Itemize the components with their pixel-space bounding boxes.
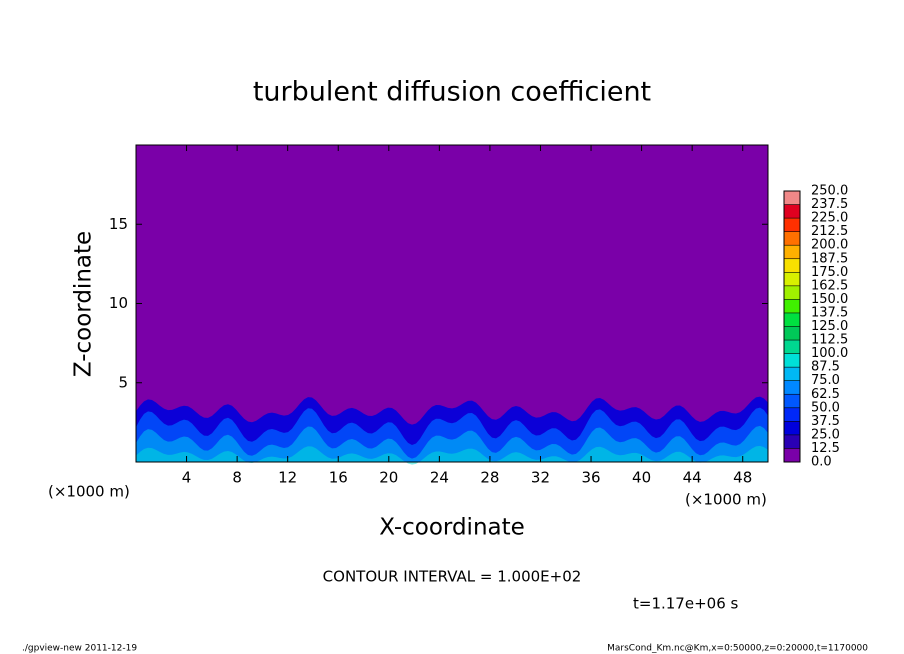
x-tick-label: 16 — [329, 469, 348, 487]
colorbar-band — [784, 245, 800, 259]
colorbar-band — [784, 218, 800, 232]
colorbar-band — [784, 312, 800, 327]
x-tick-label: 40 — [632, 469, 651, 487]
colorbar-label: 37.5 — [811, 414, 840, 429]
colorbar-label: 75.0 — [811, 373, 840, 388]
colorbar-band — [784, 367, 800, 381]
colorbar-band — [784, 421, 800, 435]
footer-right: MarsCond_Km.nc@Km,x=0:50000,z=0:20000,t=… — [607, 644, 868, 654]
annotation: CONTOUR INTERVAL = 1.000E+02 — [323, 568, 582, 586]
time-label: t=1.17e+06 s — [633, 595, 739, 613]
colorbar-label: 87.5 — [811, 360, 840, 375]
colorbar-band — [784, 272, 800, 286]
y-unit-label: (×1000 m) — [48, 483, 130, 501]
colorbar-band — [784, 326, 800, 341]
colorbar-label: 62.5 — [811, 387, 840, 402]
x-tick-label: 36 — [581, 469, 600, 487]
y-axis-label: Z-coordinate — [71, 231, 97, 377]
colorbar-label: 175.0 — [811, 265, 848, 280]
y-tick-label: 5 — [118, 373, 128, 391]
colorbar-label: 50.0 — [811, 400, 840, 415]
colorbar-band — [784, 448, 800, 462]
colorbar-band — [784, 353, 800, 368]
y-tick-label: 10 — [109, 294, 128, 312]
colorbar-label: 112.5 — [811, 333, 848, 348]
colorbar-label: 212.5 — [811, 224, 848, 239]
colorbar-band — [784, 258, 800, 273]
colorbar-label: 25.0 — [811, 427, 840, 442]
colorbar-label: 162.5 — [811, 278, 848, 293]
colorbar-band — [784, 204, 800, 219]
x-tick-label: 48 — [733, 469, 752, 487]
x-unit-label: (×1000 m) — [685, 491, 767, 509]
colorbar-band — [784, 340, 800, 354]
y-tick-label: 15 — [109, 215, 128, 233]
footer-left: ./gpview-new 2011-12-19 — [22, 644, 137, 654]
x-tick-label: 20 — [379, 469, 398, 487]
colorbar-band — [784, 231, 800, 246]
colorbar-label: 225.0 — [811, 211, 848, 226]
colorbar-label: 250.0 — [811, 184, 848, 199]
x-tick-label: 28 — [480, 469, 499, 487]
chart-title: turbulent diffusion coefficient — [253, 77, 651, 108]
x-tick-label: 32 — [531, 469, 550, 487]
colorbar-band — [784, 394, 800, 408]
x-tick-label: 44 — [683, 469, 702, 487]
colorbar-band — [784, 299, 800, 313]
x-tick-label: 24 — [430, 469, 449, 487]
colorbar-band — [784, 285, 800, 300]
x-tick-label: 12 — [278, 469, 297, 487]
colorbar-band — [784, 434, 800, 449]
x-tick-label: 4 — [182, 469, 192, 487]
colorbar-label: 125.0 — [811, 319, 848, 334]
colorbar-label: 100.0 — [811, 346, 848, 361]
colorbar-label: 237.5 — [811, 197, 848, 212]
colorbar-label: 150.0 — [811, 292, 848, 307]
colorbar-band — [784, 380, 800, 395]
colorbar-label: 187.5 — [811, 251, 848, 266]
colorbar-band — [784, 407, 800, 422]
colorbar-label: 137.5 — [811, 305, 848, 320]
field-region — [136, 445, 768, 465]
colorbar-label: 0.0 — [811, 455, 832, 470]
colorbar-label: 200.0 — [811, 238, 848, 253]
colorbar-band — [784, 191, 800, 205]
x-axis-label: X-coordinate — [379, 515, 525, 541]
colorbar-label: 12.5 — [811, 441, 840, 456]
x-tick-label: 8 — [232, 469, 242, 487]
